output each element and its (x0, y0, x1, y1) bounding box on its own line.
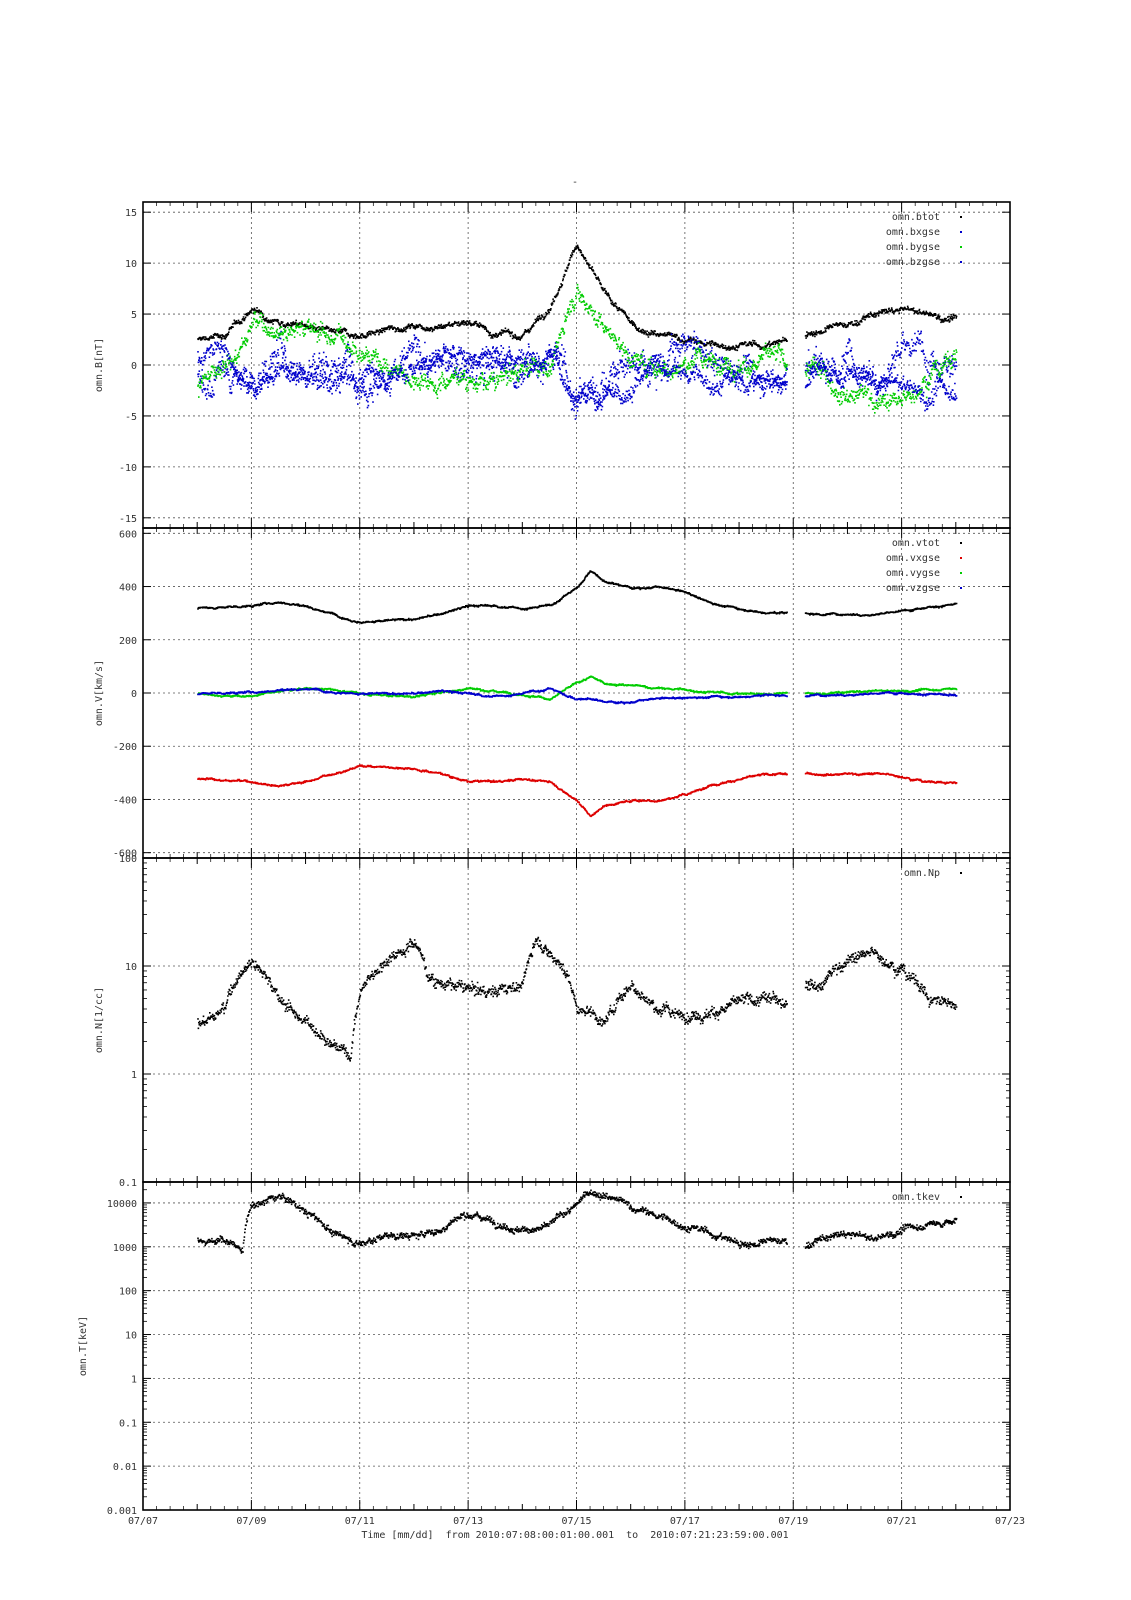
series-points (197, 570, 958, 625)
legend-label: omn.bzgse (886, 257, 940, 268)
y-tick-label: 15 (125, 208, 137, 219)
footer-caption: Time [mm/dd] from 2010:07:08:00:01:00.001 t… (361, 1530, 788, 1541)
legend-marker (960, 246, 962, 248)
footer-to: 2010:07:21:23:59:00.001 (650, 1530, 788, 1541)
series-points (197, 936, 958, 1062)
footer-to-word: to (626, 1530, 638, 1541)
series-points (197, 340, 958, 412)
legend-label: omn.Np (904, 868, 940, 879)
y-tick-label: 5 (131, 310, 137, 321)
y-tick-label: 0.1 (119, 1418, 137, 1429)
x-tick-label: 07/21 (887, 1516, 917, 1527)
x-tick-label: 07/07 (128, 1516, 158, 1527)
series-points (197, 244, 958, 352)
legend-marker (960, 1196, 962, 1198)
legend-marker (960, 587, 962, 589)
legend-label: omn.vzgse (886, 583, 940, 594)
y-tick-label: 10 (125, 259, 137, 270)
chart-title: - (572, 177, 578, 188)
y-tick-label: 10 (125, 962, 137, 973)
y-tick-label: -200 (113, 742, 137, 753)
y-tick-label: -15 (119, 514, 137, 525)
legend-label: omn.bygse (886, 242, 940, 253)
y-tick-label: 600 (119, 529, 137, 540)
series-points (197, 1189, 958, 1254)
legend-marker (960, 557, 962, 559)
panel-v: -600 -400 -200 0 200 400 600 omn.vtot omn.vxgse o… (94, 527, 1011, 860)
y-axis-label: omn.T[keV] (78, 1316, 89, 1376)
x-tick-label: 07/15 (561, 1516, 591, 1527)
series-points (197, 283, 958, 414)
legend-label: omn.vtot (892, 538, 940, 549)
legend-marker (960, 261, 962, 263)
series-omn-vxgse (197, 764, 958, 818)
y-axis-label: omn.B[nT] (94, 338, 105, 392)
panel-frame (142, 1181, 1011, 1511)
y-tick-label: 0.01 (113, 1462, 137, 1473)
legend-marker (960, 231, 962, 233)
y-tick-label: 10000 (107, 1199, 137, 1210)
legend-marker (960, 872, 962, 874)
series-omn-vtot (197, 570, 958, 625)
x-tick-label: 07/19 (778, 1516, 808, 1527)
series-omn-bzgse (197, 340, 958, 412)
panel-b: -15 -10 -5 0 5 10 15 omn.btot omn.bxgse omn.bygse… (94, 201, 1011, 529)
series-points (197, 687, 958, 705)
footer-from: 2010:07:08:00:01:00.001 (476, 1530, 614, 1541)
y-axis-label: omn.N[1/cc] (94, 987, 105, 1053)
series-points (197, 764, 958, 818)
panel-t: 0.001 0.01 0.1 1 10 100 1000 10000 omn.tkev omn.T… (78, 1181, 1011, 1517)
y-axis-label: omn.V[km/s] (94, 660, 105, 726)
y-tick-label: 1 (131, 1070, 137, 1081)
x-tick-label: 07/13 (453, 1516, 483, 1527)
footer-from-word: from (446, 1530, 470, 1541)
y-tick-label: 400 (119, 583, 137, 594)
legend-label: omn.bxgse (886, 227, 940, 238)
series-omn-Np (197, 936, 958, 1062)
x-tick-label: 07/09 (236, 1516, 266, 1527)
footer-label: Time [mm/dd] (361, 1530, 433, 1541)
y-tick-label: 200 (119, 636, 137, 647)
y-tick-label: 0.001 (107, 1506, 137, 1517)
y-tick-label: 1 (131, 1374, 137, 1385)
y-tick-label: 0 (131, 361, 137, 372)
legend-label: omn.vygse (886, 568, 940, 579)
y-tick-label: -400 (113, 795, 137, 806)
x-tick-label: 07/23 (995, 1516, 1025, 1527)
y-tick-label: 10 (125, 1331, 137, 1342)
y-tick-label: -600 (113, 849, 137, 860)
legend-label: omn.btot (892, 212, 940, 223)
y-tick-label: 100 (119, 1287, 137, 1298)
y-tick-label: 0 (131, 689, 137, 700)
panel-n: 0.1 1 10 100 omn.Np omn.N[1/cc] (94, 854, 1011, 1189)
legend-marker (960, 572, 962, 574)
y-tick-label: -5 (125, 412, 137, 423)
series-omn-vzgse (197, 687, 958, 705)
legend-marker (960, 542, 962, 544)
legend-label: omn.vxgse (886, 553, 940, 564)
x-tick-label: 07/17 (670, 1516, 700, 1527)
y-tick-label: 1000 (113, 1243, 137, 1254)
x-axis-tick-labels: 07/07 07/09 07/11 07/13 07/15 07/17 07/19 07/21… (128, 1516, 1025, 1527)
x-tick-label: 07/11 (345, 1516, 375, 1527)
y-tick-label: 0.1 (119, 1178, 137, 1189)
series-omn-bygse (197, 283, 958, 414)
y-tick-label: 100 (119, 854, 137, 865)
legend-label: omn.tkev (892, 1192, 940, 1203)
legend-marker (960, 216, 962, 218)
series-omn-btot (197, 244, 958, 352)
series-omn-tkev (197, 1189, 958, 1254)
y-tick-label: -10 (119, 463, 137, 474)
